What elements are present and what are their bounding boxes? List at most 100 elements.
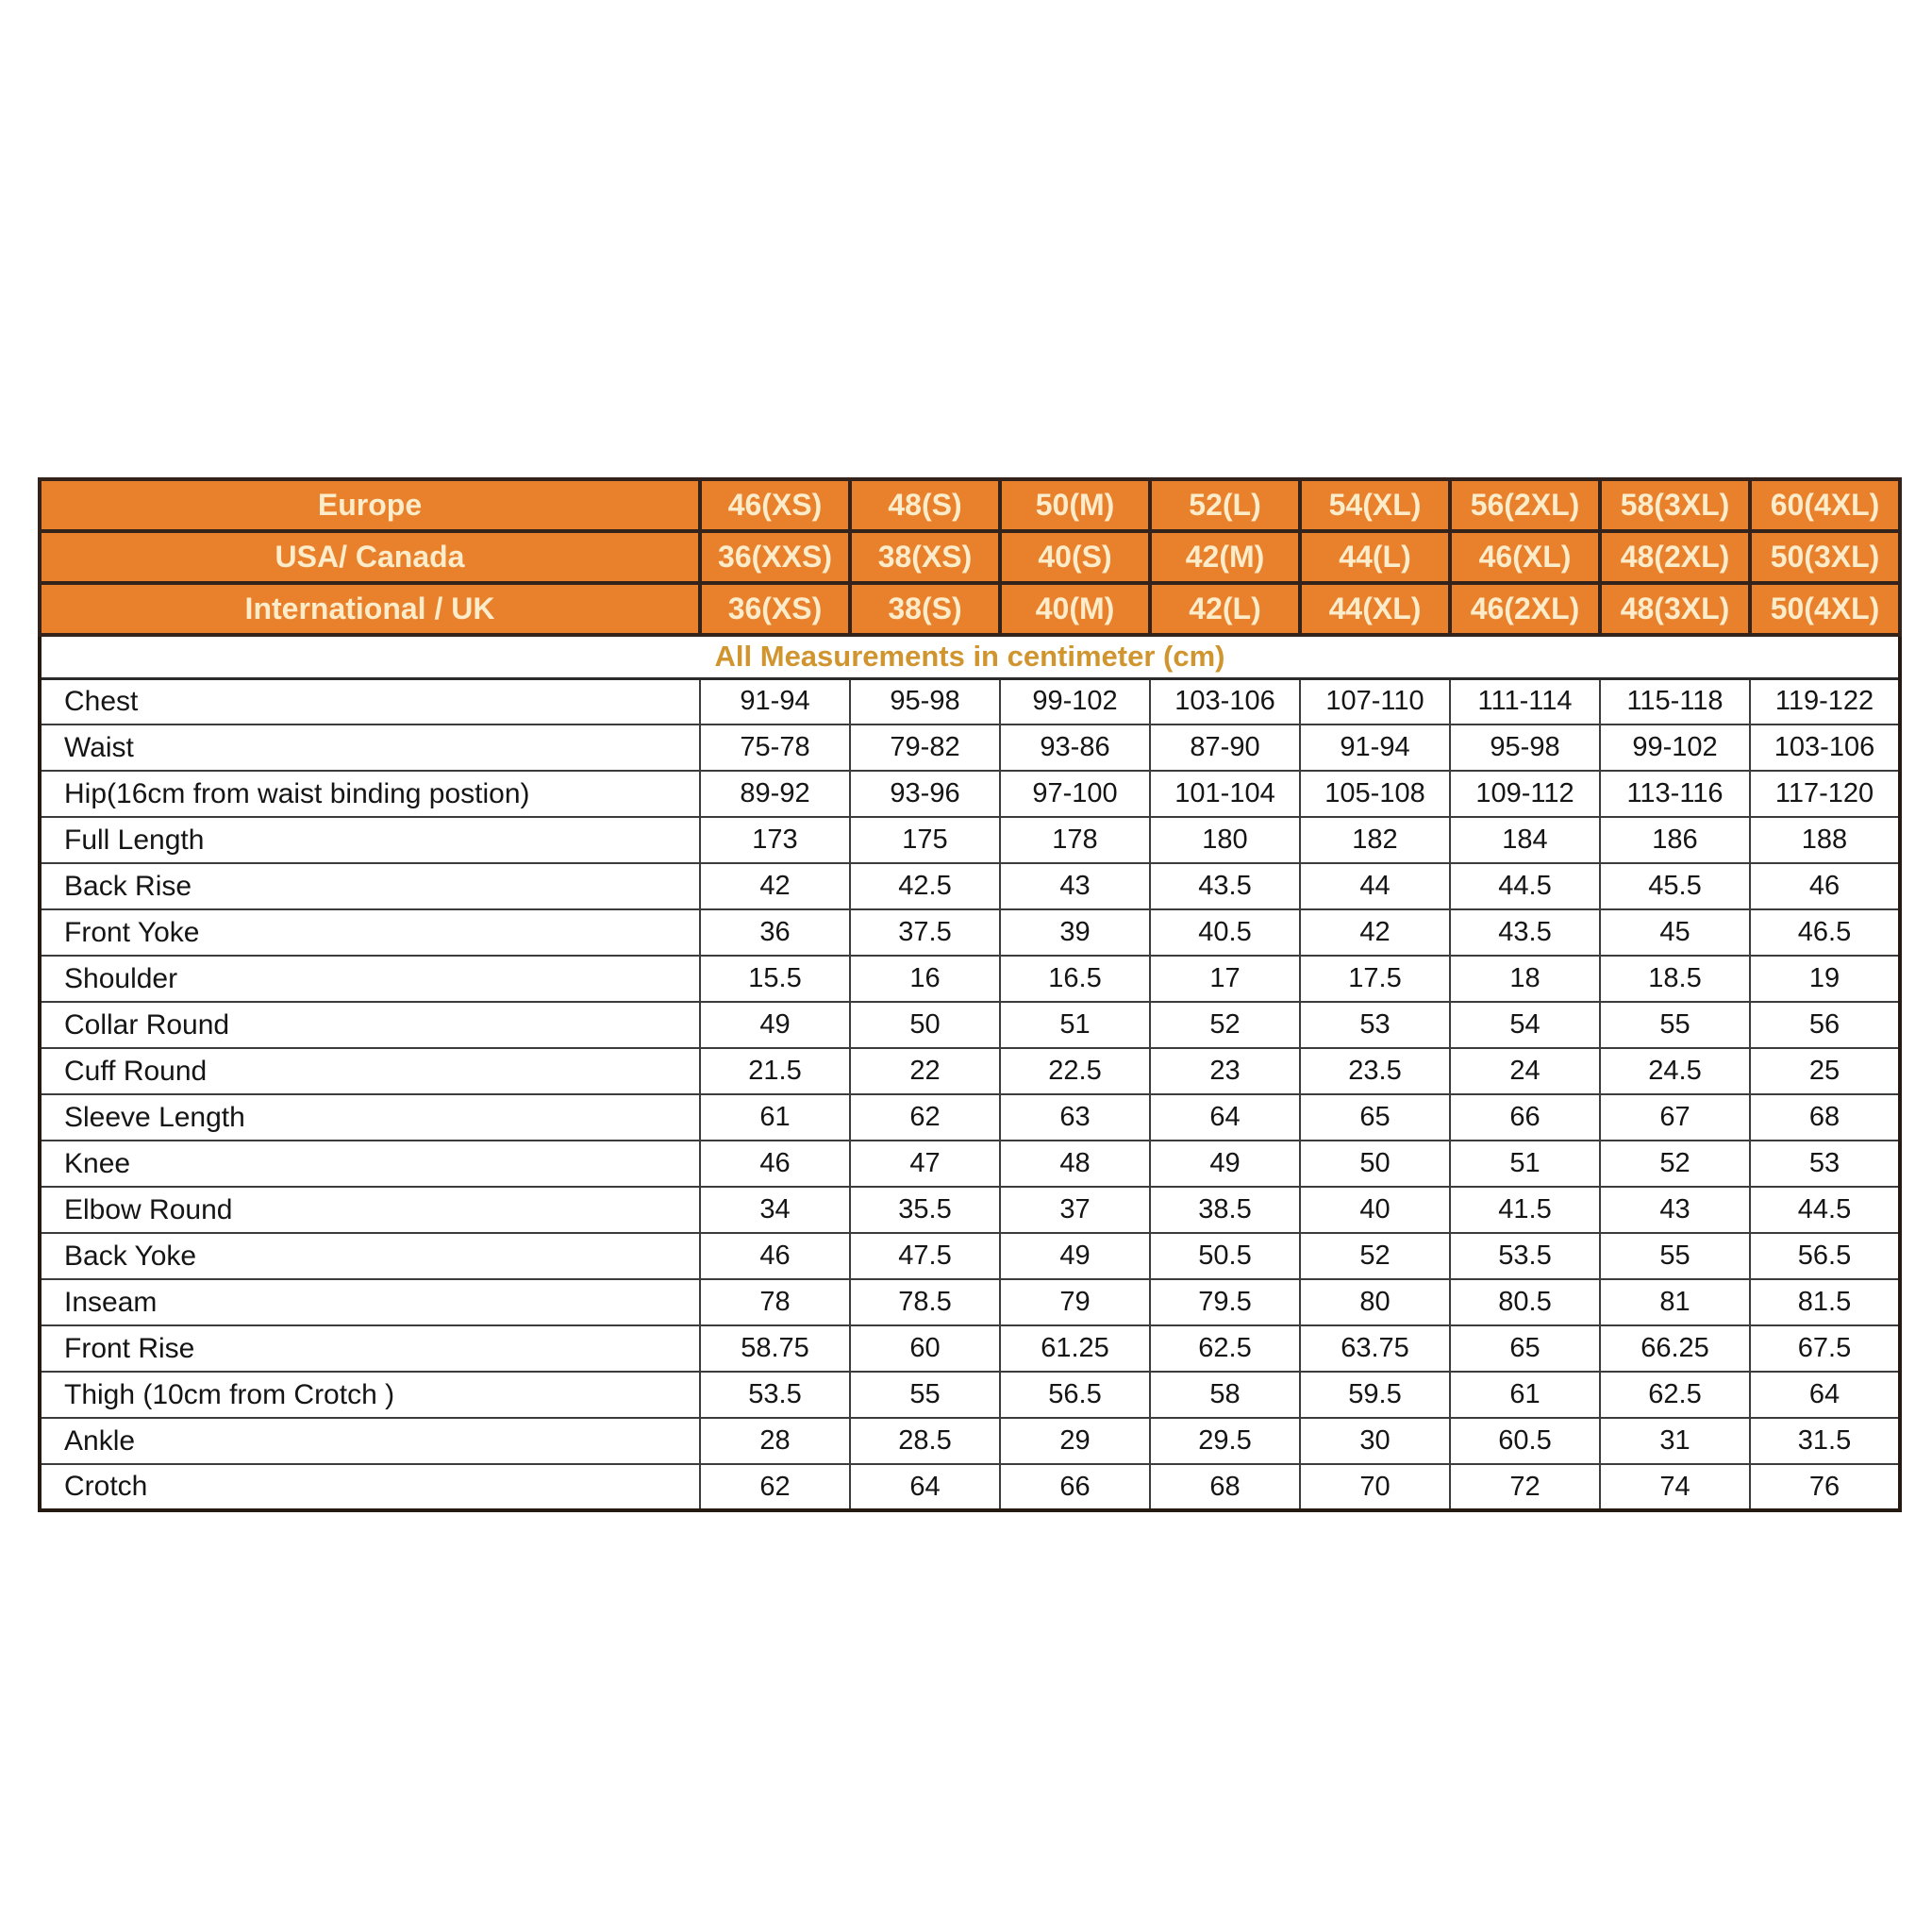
size-header-cell: 40(S) [998,529,1152,585]
table-row: Shoulder 15.5 16 16.5 17 17.5 18 18.5 19 [39,955,1901,1003]
measurement-value-cell: 35.5 [849,1186,1001,1234]
measurement-value-cell: 55 [1599,1232,1751,1280]
measurement-value-cell: 48 [999,1140,1151,1188]
measurement-value-cell: 25 [1749,1047,1901,1095]
measurement-value-cell: 37.5 [849,908,1001,957]
measurement-label-cell: Cuff Round [39,1047,701,1095]
measurement-value-cell: 53.5 [1449,1232,1601,1280]
measurement-label-cell: Waist [39,724,701,772]
size-header-cell: 38(S) [848,581,1002,637]
table-row: Front Yoke 36 37.5 39 40.5 42 43.5 45 46.5 [39,908,1901,957]
size-header-cell: 52(L) [1148,477,1302,533]
measurement-value-cell: 18 [1449,955,1601,1003]
measurement-value-cell: 63 [999,1093,1151,1141]
measurement-value-cell: 78.5 [849,1278,1001,1326]
table-row: Thigh (10cm from Crotch ) 53.5 55 56.5 58 59.… [39,1371,1901,1419]
measurement-value-cell: 62 [849,1093,1001,1141]
measurement-value-cell: 91-94 [1299,724,1451,772]
measurement-value-cell: 17 [1149,955,1301,1003]
measurement-value-cell: 31.5 [1749,1417,1901,1465]
size-header-cell: 50(3XL) [1748,529,1902,585]
measurement-value-cell: 65 [1299,1093,1451,1141]
measurement-label-cell: Front Yoke [39,908,701,957]
table-row: Chest 91-94 95-98 99-102 103-106 107-110 111-1… [39,677,1901,725]
size-header-cell: 42(L) [1148,581,1302,637]
size-header-cell: 50(M) [998,477,1152,533]
measurement-value-cell: 52 [1149,1001,1301,1049]
measurement-value-cell: 173 [699,816,851,864]
table-row: Collar Round 49 50 51 52 53 54 55 56 [39,1001,1901,1049]
measurement-value-cell: 89-92 [699,770,851,818]
measurement-value-cell: 67 [1599,1093,1751,1141]
measurement-value-cell: 103-106 [1149,677,1301,725]
measurement-value-cell: 60 [849,1324,1001,1373]
measurement-value-cell: 52 [1599,1140,1751,1188]
measurement-value-cell: 186 [1599,816,1751,864]
note-row: All Measurements in centimeter (cm) [38,633,1902,680]
measurement-value-cell: 17.5 [1299,955,1451,1003]
measurement-value-cell: 52 [1299,1232,1451,1280]
measurement-value-cell: 91-94 [699,677,851,725]
size-header-cell: 58(3XL) [1598,477,1752,533]
measurement-value-cell: 31 [1599,1417,1751,1465]
measurement-value-cell: 40 [1299,1186,1451,1234]
measurement-value-cell: 70 [1299,1463,1451,1511]
measurement-label-cell: Back Rise [39,862,701,910]
measurement-value-cell: 40.5 [1149,908,1301,957]
measurement-value-cell: 42 [699,862,851,910]
measurement-value-cell: 182 [1299,816,1451,864]
measurement-value-cell: 80 [1299,1278,1451,1326]
measurement-value-cell: 60.5 [1449,1417,1601,1465]
measurement-value-cell: 61 [1449,1371,1601,1419]
measurement-value-cell: 50 [849,1001,1001,1049]
measurement-value-cell: 37 [999,1186,1151,1234]
measurement-value-cell: 46 [699,1232,851,1280]
size-header-cell: 46(XL) [1448,529,1602,585]
measurement-value-cell: 43 [999,862,1151,910]
measurement-value-cell: 64 [1749,1371,1901,1419]
measurement-value-cell: 50.5 [1149,1232,1301,1280]
size-header-cell: 40(M) [998,581,1152,637]
measurement-value-cell: 46 [699,1140,851,1188]
measurement-value-cell: 43.5 [1449,908,1601,957]
measurement-value-cell: 107-110 [1299,677,1451,725]
measurement-value-cell: 45 [1599,908,1751,957]
measurement-value-cell: 180 [1149,816,1301,864]
measurement-label-cell: Inseam [39,1278,701,1326]
measurement-value-cell: 49 [1149,1140,1301,1188]
measurement-value-cell: 42.5 [849,862,1001,910]
size-chart-table: Europe 46(XS) 48(S) 50(M) 52(L) 54(XL) 56(2XL)… [38,477,1902,1512]
measurement-value-cell: 59.5 [1299,1371,1451,1419]
table-row: Back Yoke 46 47.5 49 50.5 52 53.5 55 56.5 [39,1232,1901,1280]
measurement-value-cell: 113-116 [1599,770,1751,818]
size-header-cell: 56(2XL) [1448,477,1602,533]
measurement-value-cell: 15.5 [699,955,851,1003]
size-header-cell: 48(2XL) [1598,529,1752,585]
measurement-label-cell: Chest [39,677,701,725]
table-row: Full Length 173 175 178 180 182 184 186 188 [39,816,1901,864]
table-row: Elbow Round 34 35.5 37 38.5 40 41.5 43 44.5 [39,1186,1901,1234]
size-header-cell: 46(XS) [698,477,852,533]
measurement-value-cell: 21.5 [699,1047,851,1095]
size-header-cell: 42(M) [1148,529,1302,585]
measurement-value-cell: 46.5 [1749,908,1901,957]
measurement-value-cell: 38.5 [1149,1186,1301,1234]
table-row: Hip(16cm from waist binding postion) 89-9… [39,770,1901,818]
measurement-value-cell: 43 [1599,1186,1751,1234]
measurement-label-cell: Front Rise [39,1324,701,1373]
measurement-value-cell: 105-108 [1299,770,1451,818]
measurement-value-cell: 64 [1149,1093,1301,1141]
table-row: Knee 46 47 48 49 50 51 52 53 [39,1140,1901,1188]
size-header-cell: 36(XS) [698,581,852,637]
region-label-cell: Europe [38,477,702,533]
size-header-cell: 38(XS) [848,529,1002,585]
measurement-value-cell: 93-86 [999,724,1151,772]
measurement-value-cell: 56 [1749,1001,1901,1049]
measurement-value-cell: 22.5 [999,1047,1151,1095]
measurement-value-cell: 41.5 [1449,1186,1601,1234]
measurement-value-cell: 54 [1449,1001,1601,1049]
measurement-value-cell: 56.5 [1749,1232,1901,1280]
measurement-value-cell: 28.5 [849,1417,1001,1465]
measurement-value-cell: 95-98 [1449,724,1601,772]
measurement-value-cell: 44 [1299,862,1451,910]
